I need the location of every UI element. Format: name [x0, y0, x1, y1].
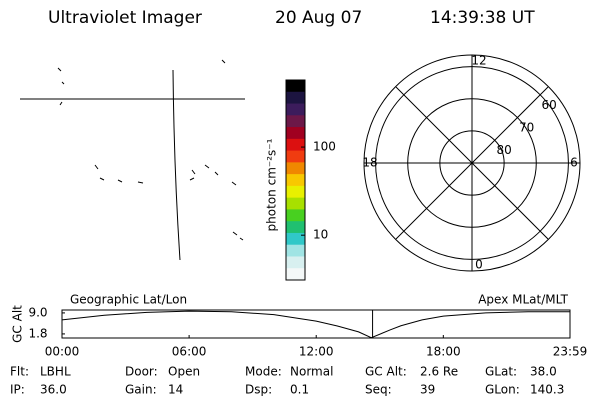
field-value: 14: [168, 383, 183, 397]
colorbar-frame: [285, 79, 306, 281]
polar-outer: [363, 54, 581, 272]
x-tick-label: 23:59: [553, 345, 588, 359]
time: 14:39:38 UT: [430, 8, 535, 28]
colorbar-tick-label: 10: [313, 228, 328, 242]
timeline-right-label: Apex MLat/MLT: [478, 293, 568, 307]
lat-ring: [439, 130, 505, 196]
field-value: 36.0: [40, 383, 67, 397]
timeline-left-label: Geographic Lat/Lon: [70, 293, 187, 307]
color-step: [286, 80, 305, 93]
field-value: 38.0: [530, 365, 557, 379]
color-step: [286, 115, 305, 128]
color-step: [286, 127, 305, 140]
lat-ring-label: 80: [497, 143, 512, 157]
field-label: Seq:: [365, 383, 392, 397]
field-value: 140.3: [530, 383, 564, 397]
color-step: [286, 244, 305, 257]
colorbar-tick-label: 100: [313, 140, 336, 154]
altitude-line: [61, 310, 570, 339]
x-tick-label: 18:00: [426, 345, 461, 359]
color-step: [286, 209, 305, 222]
y-tick-label: 9.0: [28, 305, 47, 319]
field-value: Normal: [290, 365, 333, 379]
coastline: [57, 59, 244, 241]
mlt-label: 18: [362, 156, 377, 170]
x-tick-label: 00:00: [45, 345, 80, 359]
field-value: LBHL: [40, 365, 71, 379]
map: [20, 59, 245, 261]
lat-ring-label: 70: [519, 121, 534, 135]
field-label: Flt:: [10, 365, 29, 379]
field-label: GLon:: [485, 383, 520, 397]
color-step: [286, 138, 305, 152]
mlt-label: 0: [475, 258, 483, 272]
color-step: [286, 150, 305, 163]
lon-line: [172, 69, 181, 261]
x-tick-label: 06:00: [172, 345, 207, 359]
date: 20 Aug 07: [275, 8, 362, 28]
lat-ring: [407, 98, 537, 228]
lat-ring: [375, 66, 569, 260]
title: Ultraviolet Imager: [48, 8, 202, 28]
x-tick-label: 12:00: [299, 345, 334, 359]
lat-ring-label: 60: [542, 98, 557, 112]
field-value: 2.6 Re: [420, 365, 458, 379]
color-step: [286, 268, 305, 281]
y-tick-label: 1.8: [28, 326, 47, 340]
color-step: [286, 185, 305, 199]
field-value: 39: [420, 383, 435, 397]
mlt-label: 6: [570, 156, 578, 170]
polar-frame: [364, 55, 580, 271]
field-value: Open: [168, 365, 200, 379]
color-step: [286, 232, 305, 246]
color-step: [286, 174, 305, 187]
field-label: Gain:: [125, 383, 157, 397]
color-step: [286, 162, 305, 175]
field-value: 0.1: [290, 383, 309, 397]
field-label: Door:: [125, 365, 158, 379]
mlt-label: 12: [471, 54, 486, 68]
field-label: GC Alt:: [365, 365, 407, 379]
field-label: IP:: [10, 383, 25, 397]
timeline-frame: [61, 309, 571, 339]
color-step: [286, 256, 305, 269]
field-label: GLat:: [485, 365, 517, 379]
field-label: Mode:: [245, 365, 282, 379]
color-step: [286, 103, 305, 116]
color-step: [286, 221, 305, 234]
polar-axis: [395, 86, 549, 240]
field-label: Dsp:: [245, 383, 272, 397]
colorbar-label: photon cm⁻²s⁻¹: [265, 138, 279, 231]
timeline-ylabel: GC Alt: [11, 305, 25, 343]
color-step: [286, 197, 305, 210]
color-step: [286, 91, 305, 105]
